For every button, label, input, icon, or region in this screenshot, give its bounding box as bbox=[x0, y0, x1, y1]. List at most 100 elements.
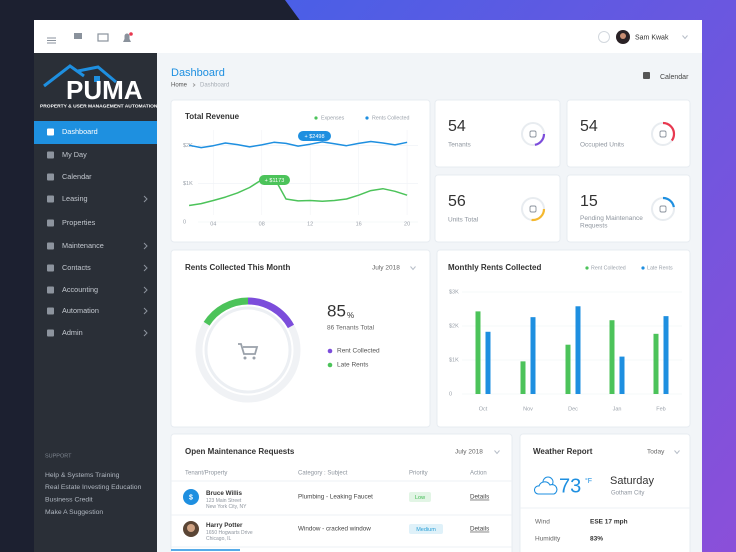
support-link[interactable]: Help & Systems Training bbox=[45, 472, 120, 479]
menu-item[interactable]: Accounting bbox=[62, 285, 98, 294]
support-link[interactable]: Make A Suggestion bbox=[45, 509, 103, 516]
mail-icon bbox=[97, 33, 109, 42]
legend-label: Rents Collected bbox=[372, 115, 409, 121]
submenu-chevron bbox=[143, 195, 148, 203]
cloud-icon bbox=[533, 481, 558, 495]
menu-icon bbox=[47, 219, 54, 227]
annotation-pill bbox=[298, 131, 331, 141]
chevron bbox=[682, 35, 688, 40]
menu-icon bbox=[47, 195, 54, 203]
chevron bbox=[410, 266, 416, 271]
support-link[interactable]: Real Estate Investing Education bbox=[45, 484, 142, 491]
bell-icon bbox=[123, 33, 131, 42]
priority-badge bbox=[409, 524, 443, 534]
bar bbox=[565, 344, 571, 394]
ring-icon bbox=[529, 205, 537, 213]
menu-item[interactable]: Admin bbox=[62, 328, 83, 337]
period-select[interactable]: Today bbox=[647, 449, 665, 456]
calendar-link[interactable]: Calendar bbox=[660, 74, 689, 81]
annotation: + $1173 bbox=[265, 178, 285, 184]
annotation-pill bbox=[259, 175, 290, 185]
legend-label: Late Rents bbox=[337, 362, 369, 369]
bar bbox=[663, 316, 669, 394]
logo-tagline: PROPERTY & USER MANAGEMENT AUTOMATION bbox=[40, 103, 158, 109]
x-tick-label: 12 bbox=[307, 221, 313, 227]
column-header: Action bbox=[470, 471, 487, 477]
menu-item[interactable]: Contacts bbox=[62, 263, 91, 272]
submenu-chevron bbox=[143, 242, 148, 250]
chevron bbox=[674, 450, 680, 455]
menu-item[interactable]: Automation bbox=[62, 306, 99, 315]
y-tick-label: $3K bbox=[449, 289, 459, 295]
calendar-icon bbox=[643, 72, 650, 79]
menu-icon bbox=[47, 173, 54, 181]
user-name[interactable]: Sam Kwak bbox=[635, 34, 669, 41]
stat-label: Tenants bbox=[448, 142, 472, 149]
weather-detail-label: Wind bbox=[535, 519, 550, 526]
card-title: Weather Report bbox=[533, 447, 593, 456]
breadcrumb[interactable]: Home bbox=[171, 83, 188, 89]
card-title: Monthly Rents Collected bbox=[448, 263, 541, 272]
stat-label: Pending Maintenance Requests bbox=[580, 215, 645, 230]
page-title: Dashboard bbox=[171, 67, 225, 79]
period-select[interactable]: July 2018 bbox=[372, 265, 400, 272]
ring-progress bbox=[520, 121, 546, 147]
menu-item[interactable]: Calendar bbox=[62, 172, 92, 181]
line-series bbox=[188, 176, 408, 207]
support-link[interactable]: Business Credit bbox=[45, 497, 93, 504]
submenu-chevron bbox=[143, 307, 148, 315]
search-icon bbox=[598, 31, 610, 43]
legend-dot bbox=[314, 116, 318, 120]
legend-dot bbox=[641, 266, 645, 270]
bar bbox=[653, 333, 659, 394]
menu-icon bbox=[47, 128, 54, 136]
logo-window bbox=[94, 76, 100, 82]
menu-icon bbox=[47, 286, 54, 294]
line-series bbox=[188, 140, 408, 149]
y-tick-label: $2K bbox=[449, 323, 459, 329]
period-select[interactable]: July 2018 bbox=[455, 449, 483, 456]
stat-label: Units Total bbox=[448, 217, 479, 224]
donut-inner bbox=[204, 306, 292, 394]
temperature: 73 bbox=[559, 475, 581, 497]
stat-label: Occupied Units bbox=[580, 142, 625, 149]
column-header: Tenant/Property bbox=[185, 471, 227, 477]
menu-icon bbox=[47, 264, 54, 272]
card bbox=[519, 433, 691, 552]
legend-label: Rent Collected bbox=[337, 348, 380, 355]
legend-label: Late Rents bbox=[647, 265, 673, 271]
menu-item[interactable]: Leasing bbox=[62, 194, 88, 203]
logo-roof bbox=[43, 64, 117, 88]
legend-dot bbox=[327, 348, 333, 354]
menu-icon bbox=[47, 307, 54, 315]
card-title: Open Maintenance Requests bbox=[185, 447, 295, 456]
x-tick-label: 20 bbox=[404, 221, 410, 227]
details-link[interactable]: Details bbox=[470, 526, 489, 533]
y-tick-label: $1K bbox=[449, 357, 459, 363]
column-header: Priority bbox=[409, 471, 428, 477]
card-title: Rents Collected This Month bbox=[185, 263, 290, 272]
card bbox=[566, 174, 691, 243]
ring-icon bbox=[659, 130, 667, 138]
x-tick-label: 16 bbox=[356, 221, 362, 227]
avatar-face bbox=[187, 524, 195, 532]
menu-item[interactable]: Maintenance bbox=[62, 241, 104, 250]
legend-label: Rent Collected bbox=[591, 265, 626, 271]
bar bbox=[609, 320, 615, 394]
stat-value: 54 bbox=[580, 118, 598, 135]
menu-item[interactable]: Properties bbox=[62, 218, 96, 227]
card bbox=[170, 433, 513, 552]
submenu-chevron bbox=[143, 329, 148, 337]
priority: Medium bbox=[416, 527, 436, 533]
menu-item[interactable]: My Day bbox=[62, 150, 87, 159]
x-tick-label: Jan bbox=[613, 406, 622, 412]
bar bbox=[520, 361, 526, 394]
ring-progress bbox=[520, 196, 546, 222]
bar bbox=[475, 311, 481, 394]
menu-item[interactable]: Dashboard bbox=[62, 127, 98, 136]
legend-dot bbox=[327, 362, 333, 368]
x-tick-label: 04 bbox=[210, 221, 216, 227]
menu-icon bbox=[47, 151, 54, 159]
details-link[interactable]: Details bbox=[470, 494, 489, 501]
